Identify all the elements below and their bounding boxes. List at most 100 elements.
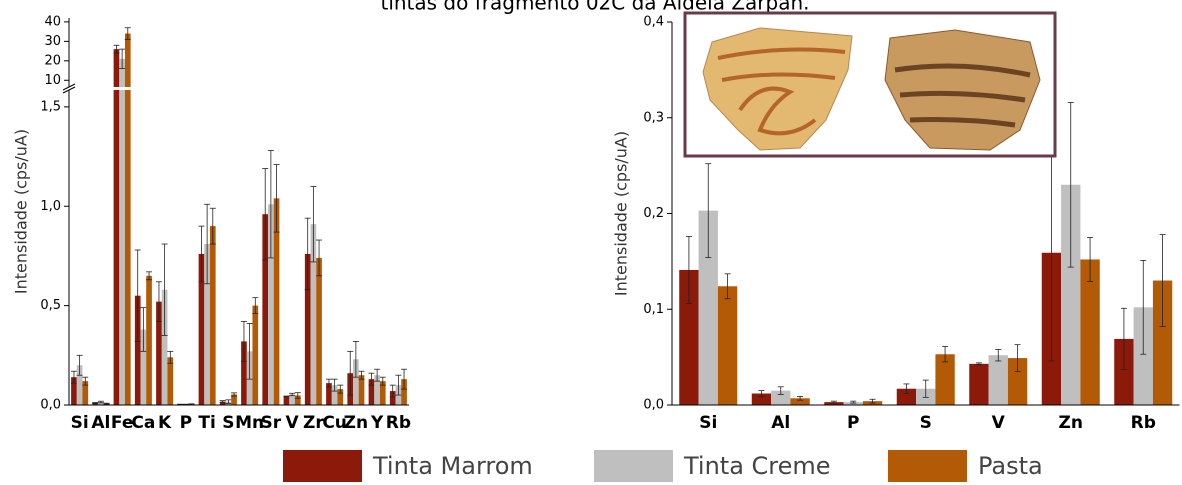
error-bar [368,372,375,386]
error-bar [995,349,1002,362]
bar [124,33,131,405]
bar [374,375,380,405]
error-bar [395,374,402,396]
error-bar [705,163,712,258]
y-tick-label: 0,0 [643,398,664,413]
bar [358,375,365,405]
x-tick-label: Si [71,413,89,433]
bar [368,379,375,405]
y-tick-label: 10 [44,73,61,88]
bar [326,383,332,405]
title: tintas do fragmento 02C da Aldeia Zarpan… [380,0,809,15]
x-tick-label: Rb [1131,413,1156,433]
y-tick-label: 40 [44,14,61,29]
error-bar [70,370,77,384]
bar [204,244,210,405]
axis-break [59,87,411,90]
error-bar [231,392,238,397]
error-bar [850,400,857,404]
legend-swatch [888,450,967,482]
error-bar [167,350,174,364]
bar [401,379,407,405]
error-bar [724,273,731,300]
error-bar [379,376,386,386]
x-tick-label: V [992,413,1006,433]
error-bar [262,168,269,261]
legend-label: Tinta Marrom [372,452,533,480]
error-bar [113,44,120,54]
legend-swatch [594,450,673,482]
error-bar [97,400,104,404]
bar [219,401,226,405]
y-axis-label: Intensidade (cps/uA) [12,129,31,294]
bar [988,355,1008,405]
bar [119,58,125,405]
error-bar [119,48,126,69]
error-bar [188,403,195,406]
legend-label: Tinta Creme [683,452,831,480]
x-tick-label: Rb [386,413,411,433]
bar [283,396,290,405]
error-bar [289,392,296,397]
bar [896,388,917,405]
x-tick-label: Y [370,413,384,433]
error-bar [225,399,232,404]
error-bar [1120,307,1127,370]
bar [1152,280,1173,405]
bar [353,359,359,405]
error-bar [758,390,765,397]
bar [1080,259,1100,405]
error-bar [325,378,332,388]
error-bar [1067,102,1074,268]
bar [1061,184,1081,405]
bar [379,381,386,405]
y-tick-label: 0,0 [40,398,61,413]
bar [316,257,322,405]
photo-inset [683,11,1057,158]
error-bar [140,307,147,352]
y-tick-label: 0,5 [40,298,61,313]
bar [161,289,168,405]
error-bar [374,368,381,382]
x-tick-label: Mn [235,413,264,433]
bar [294,395,301,405]
error-bar [294,392,301,399]
break-mark [62,86,76,94]
x-tick-label: Zn [1059,413,1083,433]
error-bar [134,249,141,342]
shard-bands [894,63,1031,128]
error-bar [830,400,837,404]
bar [679,269,699,405]
error-bar [204,203,211,285]
x-tick-label: Zn [344,413,368,433]
error-bar [389,384,396,398]
y-tick-label: 0,4 [643,15,664,30]
y-tick-label: 1,0 [40,199,61,214]
x-tick-label: V [286,413,300,433]
bar [1133,307,1153,405]
error-bar [331,378,338,392]
error-bar [903,383,910,394]
bar [771,390,791,405]
error-bar [1014,344,1021,372]
bar [262,214,269,405]
error-bar [1140,260,1147,355]
error-bar [797,395,804,401]
x-tick-label: Zr [303,413,324,433]
error-bar [1087,237,1094,282]
bar [252,305,259,405]
error-bar [240,321,247,362]
x-tick-label: Ca [131,413,155,433]
error-bar [246,323,253,380]
bar [76,365,83,405]
error-bar [267,150,274,259]
bar [198,253,205,405]
bar [969,363,989,405]
y-tick-label: 30 [44,34,61,49]
shard-paint [717,47,846,136]
bar [134,295,141,405]
bar [289,394,295,405]
y-axis-label: Intensidade (cps/uA) [612,131,631,296]
error-bar [82,376,89,386]
